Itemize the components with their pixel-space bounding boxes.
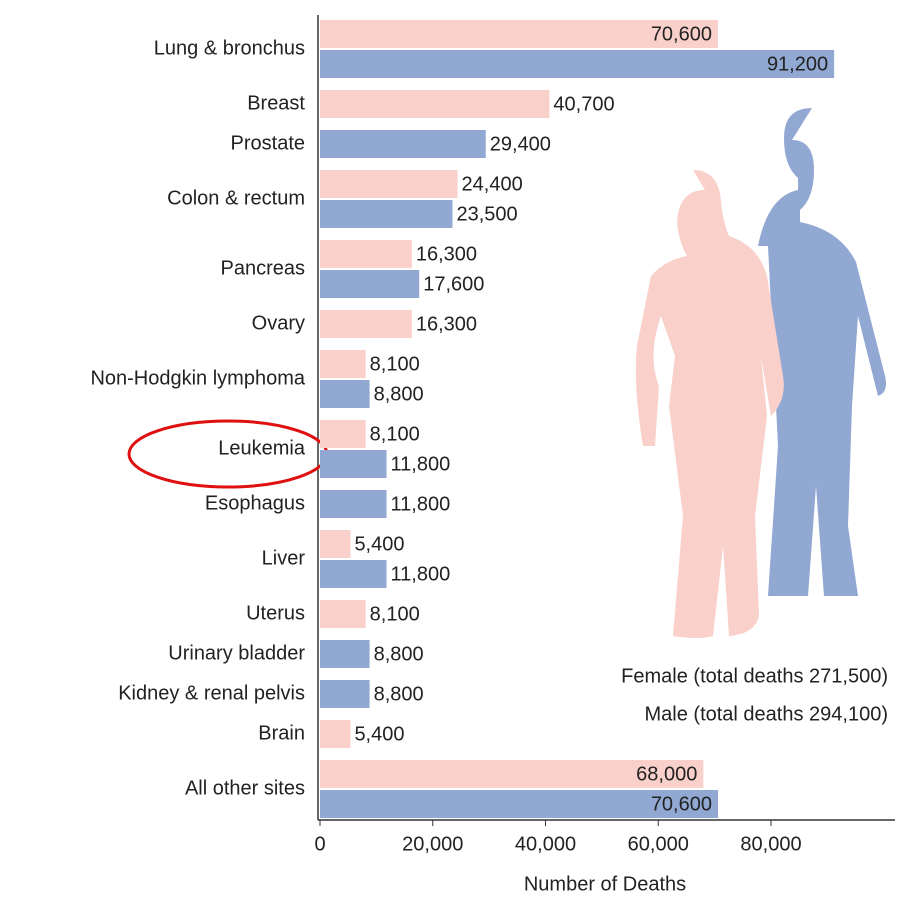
value-label: 91,200 [767,53,828,75]
bar [320,240,412,268]
value-label: 8,100 [370,603,420,625]
value-label: 8,800 [374,383,424,405]
value-label: 40,700 [553,93,614,115]
y-tick-label: Esophagus [205,492,305,514]
bar [320,720,350,748]
bar [320,380,370,408]
x-axis-title: Number of Deaths [524,873,686,895]
bar [320,270,419,298]
value-label: 8,100 [370,353,420,375]
value-label: 5,400 [354,533,404,555]
x-tick-label: 60,000 [628,833,689,855]
x-tick-label: 40,000 [515,833,576,855]
value-label: 23,500 [456,203,517,225]
y-tick-label: Ovary [252,312,305,334]
value-label: 16,300 [416,243,477,265]
legend-entry: Female (total deaths 271,500) [621,665,888,687]
bar [320,490,387,518]
value-label: 70,600 [651,23,712,45]
silhouettes [636,108,886,638]
y-tick-label: Pancreas [221,257,306,279]
bar [320,50,834,78]
bar [320,420,366,448]
value-label: 16,300 [416,313,477,335]
value-label: 11,800 [391,563,451,585]
x-tick-label: 0 [314,833,325,855]
value-label: 24,400 [462,173,523,195]
chart: Number of Deaths Female (total deaths 27… [0,0,898,897]
value-label: 11,800 [391,493,451,515]
value-label: 8,800 [374,643,424,665]
bar [320,350,366,378]
bar [320,450,387,478]
y-tick-label: Kidney & renal pelvis [118,682,305,704]
bar [320,640,370,668]
value-label: 29,400 [490,133,551,155]
value-label: 5,400 [354,723,404,745]
legend-entry: Male (total deaths 294,100) [645,703,889,725]
y-tick-label: Uterus [246,602,305,624]
bar [320,680,370,708]
bar [320,130,486,158]
x-tick-label: 20,000 [402,833,463,855]
value-label: 17,600 [423,273,484,295]
y-tick-label: Breast [247,92,305,114]
y-tick-label: Colon & rectum [167,187,305,209]
bar [320,200,452,228]
y-tick-label: Leukemia [218,437,306,459]
y-tick-label: Brain [258,722,305,744]
y-tick-label: Liver [262,547,306,569]
bar [320,600,366,628]
x-tick-label: 80,000 [740,833,801,855]
bar [320,90,549,118]
bar [320,560,387,588]
value-label: 70,600 [651,793,712,815]
bar [320,310,412,338]
value-label: 68,000 [636,763,697,785]
value-label: 8,800 [374,683,424,705]
bar [320,530,350,558]
value-label: 11,800 [391,453,451,475]
y-tick-label: Lung & bronchus [154,37,305,59]
bar [320,170,458,198]
y-tick-label: Urinary bladder [168,642,305,664]
y-tick-label: Non-Hodgkin lymphoma [90,367,305,389]
y-tick-label: All other sites [185,777,305,799]
y-tick-label: Prostate [231,132,305,154]
value-label: 8,100 [370,423,420,445]
